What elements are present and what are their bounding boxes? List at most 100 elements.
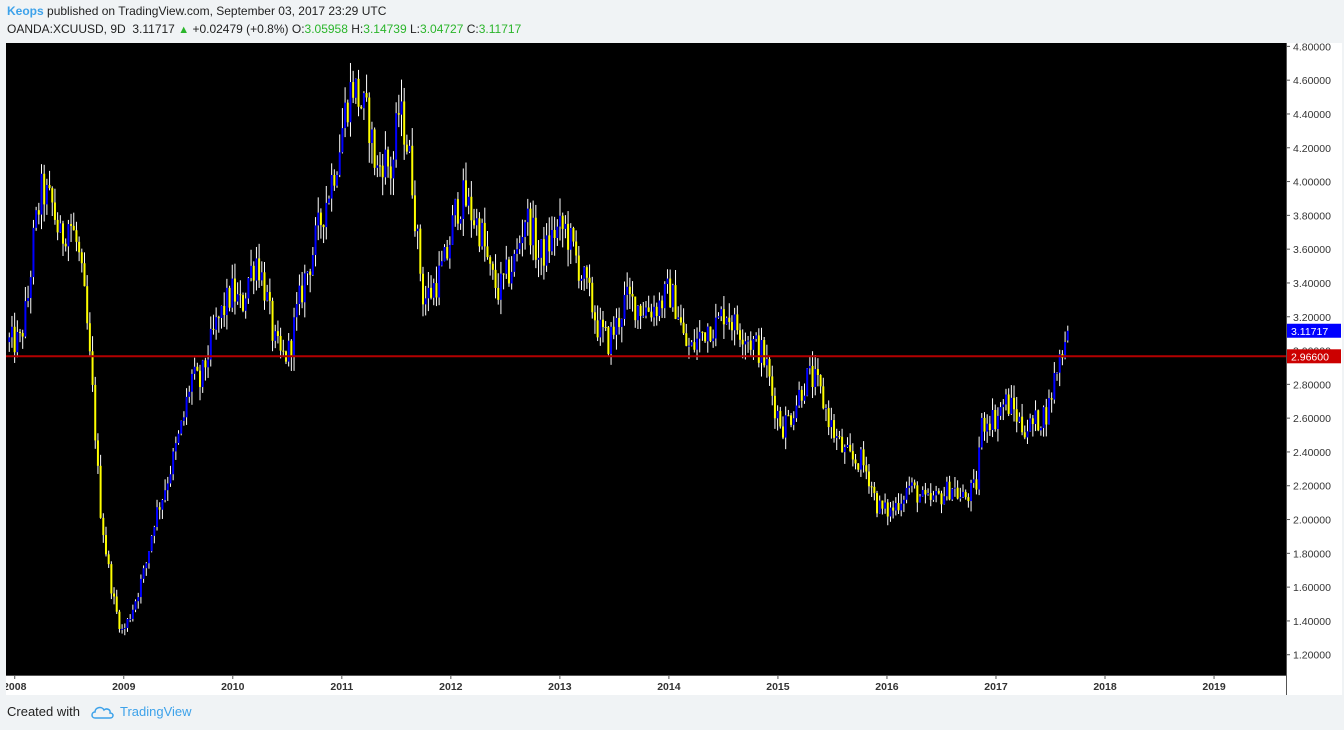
candle <box>126 618 129 632</box>
candle <box>190 369 193 405</box>
candle-body <box>362 93 365 109</box>
candle <box>387 146 390 178</box>
candle <box>421 266 424 317</box>
candle <box>231 264 234 313</box>
candle <box>784 406 787 450</box>
candle <box>19 328 22 343</box>
candle <box>287 333 290 367</box>
candle-body <box>483 222 486 247</box>
candle-body <box>913 482 916 486</box>
chart-container[interactable]: 1.20000 1.40000 1.60000 1.80000 2.00000 2.200… <box>6 43 1342 695</box>
candle <box>873 481 876 501</box>
candle <box>481 218 484 250</box>
candle-body <box>524 222 527 238</box>
candle-body <box>658 300 661 316</box>
last-price-badge <box>1287 323 1341 338</box>
candle <box>459 216 462 230</box>
candle <box>693 329 696 353</box>
candle-body <box>795 405 798 419</box>
candle-body <box>905 487 908 500</box>
x-tick-label: 2019 <box>1202 681 1226 693</box>
candle <box>1013 385 1016 422</box>
candle-body <box>207 359 210 368</box>
candle-body <box>110 564 113 594</box>
candle-body <box>1045 407 1048 425</box>
candle-body <box>585 267 588 278</box>
candlestick-chart[interactable]: 1.20000 1.40000 1.60000 1.80000 2.00000 2.200… <box>6 43 1342 695</box>
candle <box>443 244 446 262</box>
candle <box>483 207 486 262</box>
candle <box>392 151 395 196</box>
candle-body <box>252 265 255 281</box>
candle <box>653 295 656 327</box>
candle-body <box>462 180 465 220</box>
candle <box>940 490 943 514</box>
candle <box>486 231 489 260</box>
candle <box>959 487 962 502</box>
candle <box>196 362 199 372</box>
candle <box>835 428 838 451</box>
candle <box>677 306 680 320</box>
candle <box>145 562 148 576</box>
candle-body <box>644 307 647 316</box>
candle-body <box>510 271 513 284</box>
candle-body <box>661 300 664 309</box>
candle <box>131 604 134 622</box>
candle-body <box>123 627 126 629</box>
candle <box>408 139 411 154</box>
candle-body <box>604 327 607 329</box>
candle-body <box>491 263 494 270</box>
candle-body <box>921 489 924 497</box>
candle <box>475 208 478 236</box>
candle-body <box>612 326 615 335</box>
tradingview-link[interactable]: TradingView <box>119 704 192 719</box>
candle <box>107 550 110 568</box>
candle <box>327 195 330 205</box>
candle-body <box>317 212 320 226</box>
candle <box>781 416 784 440</box>
candle <box>416 224 419 250</box>
candle <box>102 513 105 543</box>
candle <box>846 437 849 448</box>
candle-body <box>145 563 148 569</box>
candle <box>902 495 905 513</box>
candle-body <box>166 483 169 491</box>
candle <box>516 238 519 262</box>
candle <box>722 296 725 339</box>
candle-body <box>499 273 502 300</box>
candle-body <box>833 420 836 438</box>
cloud-logo-icon[interactable] <box>90 705 114 719</box>
candle <box>607 325 610 356</box>
candle <box>1053 362 1056 404</box>
author-name[interactable]: Keops <box>7 4 44 18</box>
candle-body <box>376 165 379 168</box>
candle-body <box>859 449 862 470</box>
candle <box>550 216 553 256</box>
candle <box>1018 412 1021 423</box>
candle-body <box>575 241 578 256</box>
candle-body <box>521 237 524 244</box>
candle <box>978 436 981 496</box>
candle <box>854 453 857 470</box>
candle-body <box>379 165 382 167</box>
candle <box>599 307 602 346</box>
candle-body <box>1031 418 1034 425</box>
candle <box>730 315 733 341</box>
candle <box>67 219 70 262</box>
candle <box>771 365 774 406</box>
candle-body <box>663 284 666 309</box>
candle <box>610 322 613 365</box>
candle-body <box>902 499 905 504</box>
candle-body <box>636 305 639 321</box>
candle-body <box>717 316 720 318</box>
candle-body <box>696 338 699 350</box>
candle <box>48 170 51 191</box>
candle-body <box>540 239 543 258</box>
candle <box>986 414 989 443</box>
candle <box>242 292 245 313</box>
candle <box>567 211 570 267</box>
candle-body <box>389 166 392 179</box>
candle <box>330 163 333 212</box>
candle <box>80 248 83 273</box>
candle <box>156 499 159 531</box>
